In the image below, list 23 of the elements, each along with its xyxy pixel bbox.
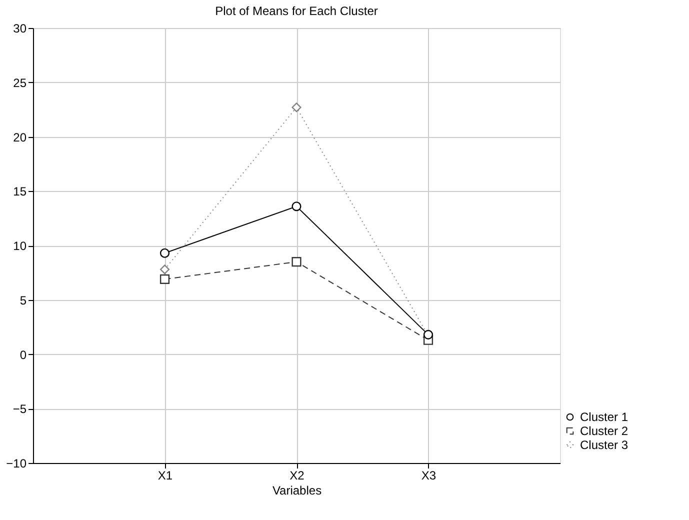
point [160,264,170,274]
x-tick-label: X2 [290,468,305,482]
legend-label: Cluster 3 [580,438,628,452]
x-axis-title: Variables [272,484,322,498]
y-tick-label: 20 [13,130,27,144]
x-tick-label: X3 [421,468,436,482]
y-tick-label: 30 [13,22,27,36]
chart-title: Plot of Means for Each Cluster [215,4,378,18]
point [292,257,302,267]
point [160,248,170,258]
legend-label: Cluster 2 [580,424,628,438]
y-tick-label: 5 [20,293,27,308]
y-tick-label: 25 [13,76,27,90]
y-tick-label: 0 [20,348,27,362]
y-tick-label: 15 [13,184,27,199]
y-tick-label: 10 [13,239,27,253]
legend-label: Cluster 1 [580,410,628,424]
point [292,102,302,112]
y-tick-label: −5 [12,402,27,416]
point [292,202,302,212]
y-tick-label: −10 [6,456,27,470]
x-tick-label: X1 [158,468,173,482]
point [160,274,170,284]
